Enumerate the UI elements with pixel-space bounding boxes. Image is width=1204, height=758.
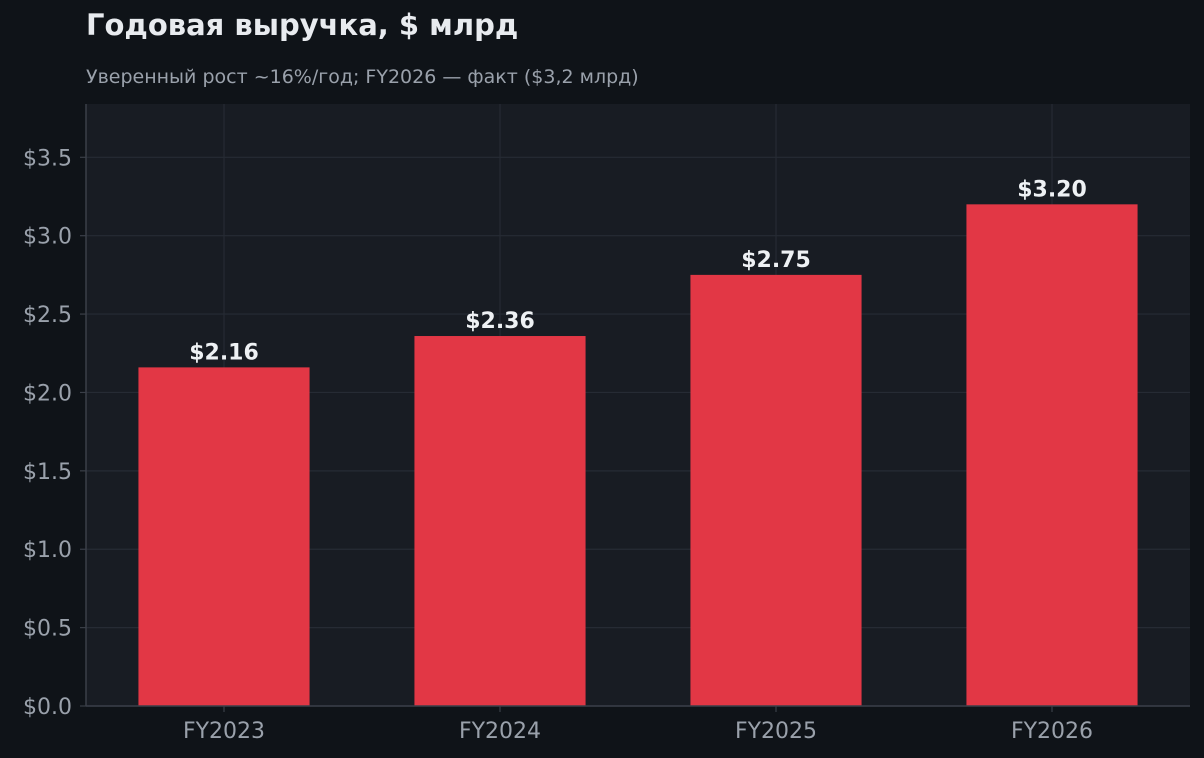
bar-value-label: $3.20 <box>1017 177 1087 202</box>
bar-value-label: $2.75 <box>741 248 811 273</box>
labels: $0.0 $0.5 $1.0 $1.5 $2.0 $2.5 $3.0 $3.5 $2.16 FY2… <box>23 146 1093 744</box>
bar-fy2025 <box>690 274 862 706</box>
bar-fy2026 <box>966 204 1138 707</box>
y-tick-label: $1.5 <box>23 460 72 485</box>
x-tick-label: FY2024 <box>459 719 541 744</box>
y-tick-label: $3.0 <box>23 225 72 250</box>
y-tick-label: $0.5 <box>23 617 72 642</box>
bar-fy2024 <box>414 336 586 706</box>
bar-fy2023 <box>138 367 310 706</box>
y-tick-label: $2.0 <box>23 381 72 406</box>
x-tick-label: FY2026 <box>1011 719 1093 744</box>
bar-value-label: $2.36 <box>465 309 535 334</box>
chart-subtitle: Уверенный рост ~16%/год; FY2026 — факт (… <box>86 66 639 88</box>
y-tick-label: $3.5 <box>23 146 72 171</box>
bar-value-label: $2.16 <box>189 340 259 365</box>
bars <box>138 204 1138 707</box>
chart-title: Годовая выручка, $ млрд <box>86 8 519 42</box>
axes <box>80 104 1190 712</box>
x-tick-label: FY2025 <box>735 719 817 744</box>
y-tick-label: $1.0 <box>23 538 72 563</box>
y-tick-label: $0.0 <box>23 695 72 720</box>
x-tick-label: FY2023 <box>183 719 265 744</box>
y-tick-label: $2.5 <box>23 303 72 328</box>
